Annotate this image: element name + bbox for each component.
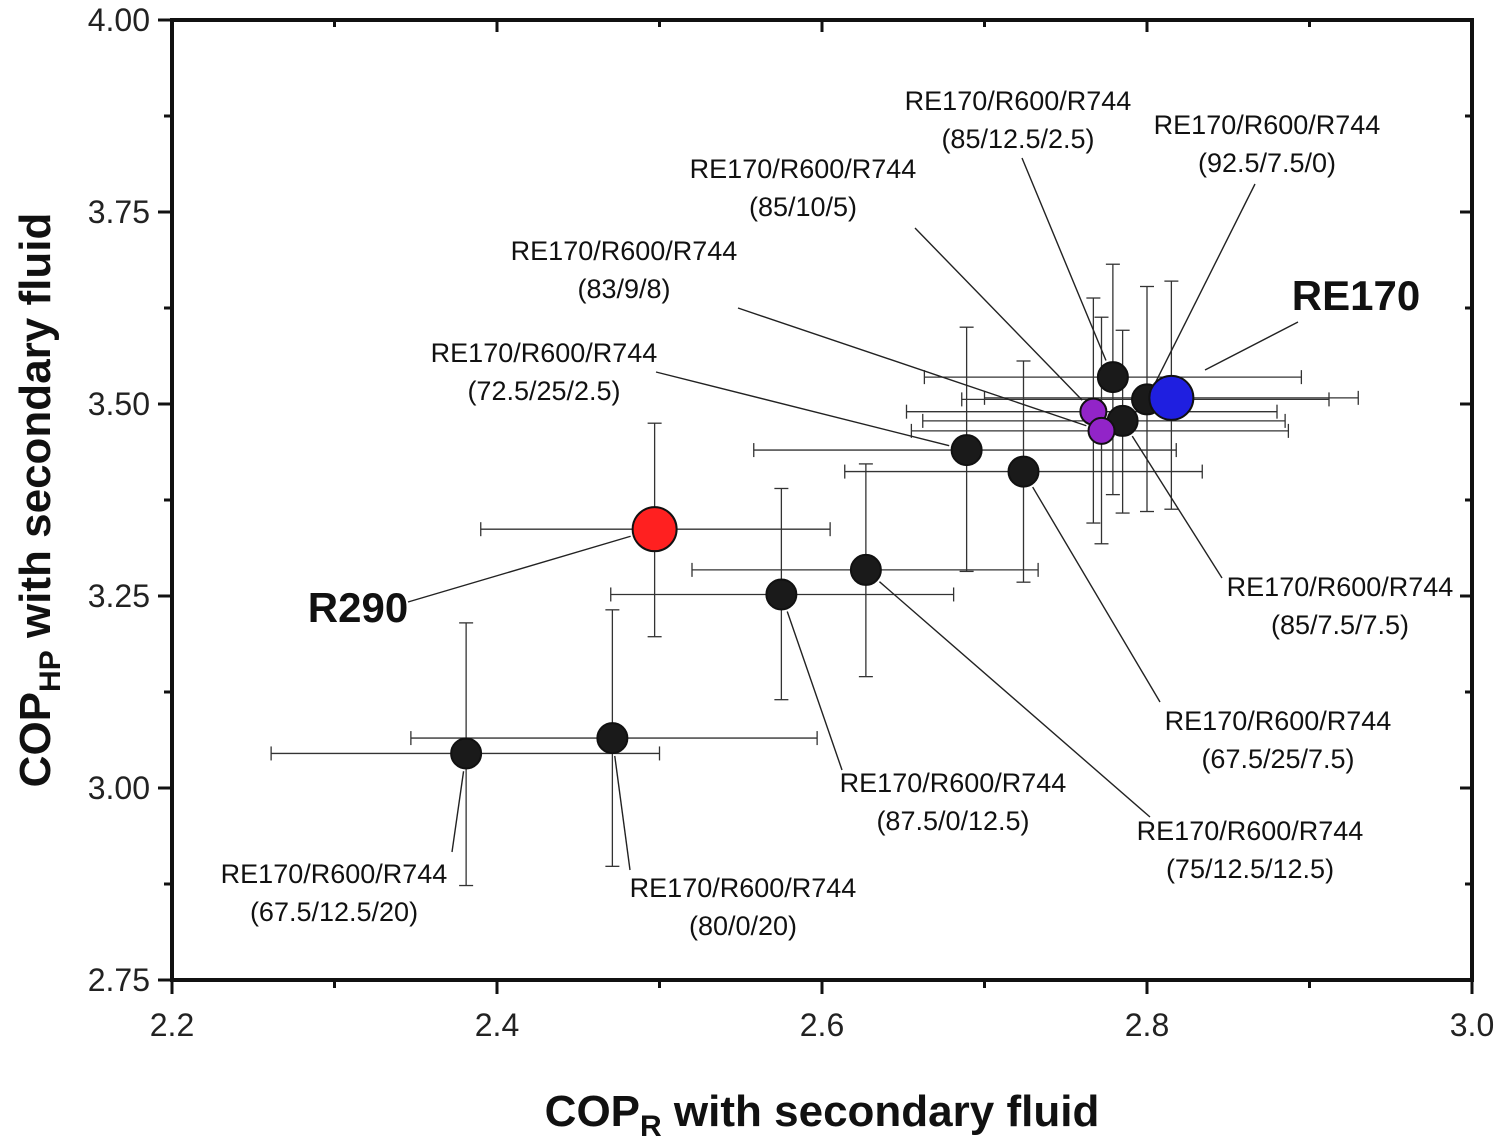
label-line: RE170/R600/R744 [690,154,917,184]
label-p-75-12-12: RE170/R600/R744 (75/12.5/12.5) [1137,816,1364,884]
label-line: (85/10/5) [749,192,857,222]
label-line: RE170/R600/R744 [1165,706,1392,736]
leader-p-80-0-20 [614,755,631,871]
label-p-83-9-8: RE170/R600/R744 (83/9/8) [511,236,738,304]
label-p-85-12-2: RE170/R600/R744 (85/12.5/2.5) [905,86,1132,154]
x-axis-title-main: COP [545,1087,640,1136]
leader-p-92-7-0 [1154,183,1256,384]
label-line: RE170/R600/R744 [431,338,658,368]
leader-p-83-9-8 [737,307,1087,427]
point-p-80-0-20 [596,722,629,755]
label-line: R290 [308,584,408,631]
point-re170 [1148,374,1195,421]
x-tick-label: 3.0 [1450,1007,1494,1043]
label-line: RE170/R600/R744 [511,236,738,266]
y-tick-label: 3.50 [88,386,150,422]
label-line: (92.5/7.5/0) [1198,148,1336,178]
label-line: (80/0/20) [689,911,797,941]
data-points [450,361,1195,770]
leader-p-67-12-20 [451,771,465,853]
label-p-92-7-0: RE170/R600/R744 (92.5/7.5/0) [1154,110,1381,178]
point-p-67-12-20 [450,737,483,770]
point-p-85-12-2 [1096,361,1129,394]
label-line: RE170/R600/R744 [840,768,1067,798]
label-p-85-7-7: RE170/R600/R744 (85/7.5/7.5) [1227,572,1454,640]
leader-r290 [407,535,631,603]
point-p-72-25-2 [950,434,983,467]
y-tick-label: 3.75 [88,194,150,230]
leader-p-75-12-12 [878,581,1151,818]
leader-re170 [1204,321,1299,371]
label-line: RE170/R600/R744 [1227,572,1454,602]
label-r290: R290 [308,584,408,631]
label-line: (75/12.5/12.5) [1166,854,1334,884]
label-line: RE170/R600/R744 [630,873,857,903]
y-tick-label: 2.75 [88,962,150,998]
y-axis-title-main: COP [11,692,60,787]
axes: 2.2 2.4 2.6 2.8 3.0 2.75 3.00 3.25 3.50 3.75 4.00 [88,2,1495,1043]
label-line: (85/12.5/2.5) [941,124,1094,154]
y-tick-label: 4.00 [88,2,150,38]
leader-p-85-10-5 [914,227,1083,401]
label-p-72-25-2: RE170/R600/R744 (72.5/25/2.5) [431,338,658,406]
label-p-67-25-7: RE170/R600/R744 (67.5/25/7.5) [1165,706,1392,774]
label-p-80-0-20: RE170/R600/R744 (80/0/20) [630,873,857,941]
point-p-87-0-12 [765,578,798,611]
point-p-67-25-7 [1007,455,1040,488]
label-line: RE170/R600/R744 [1154,110,1381,140]
leader-p-85-12-2 [1021,157,1107,361]
label-p-85-10-5: RE170/R600/R744 (85/10/5) [690,154,917,222]
label-line: (85/7.5/7.5) [1271,610,1409,640]
x-tick-label: 2.2 [150,1007,194,1043]
label-line: (67.5/12.5/20) [250,897,418,927]
label-p-67-12-20: RE170/R600/R744 (67.5/12.5/20) [221,859,448,927]
label-line: RE170/R600/R744 [221,859,448,889]
leader-p-85-7-7 [1131,435,1223,579]
label-line: (67.5/25/7.5) [1201,744,1354,774]
annotation-leader-lines [407,157,1299,871]
leader-p-87-0-12 [786,611,843,771]
x-tick-label: 2.4 [475,1007,519,1043]
point-r290 [631,506,678,553]
label-line: (72.5/25/2.5) [467,376,620,406]
x-tick-label: 2.8 [1125,1007,1169,1043]
y-axis-title: COPHP with secondary fluid [11,213,67,788]
x-axis-title-sub: R [640,1110,662,1143]
label-line: RE170 [1292,272,1420,319]
leader-p-72-25-2 [655,371,950,447]
y-axis-title-rest: with secondary fluid [11,213,60,651]
point-p-75-12-12 [849,553,882,586]
label-line: RE170/R600/R744 [1137,816,1364,846]
axis-titles: COPR with secondary fluid COPHP with sec… [11,213,1099,1143]
y-axis-title-sub: HP [34,650,67,692]
label-re170: RE170 [1292,272,1420,319]
point-p-83-9-8 [1087,416,1116,445]
y-tick-label: 3.00 [88,770,150,806]
label-line: (83/9/8) [577,274,670,304]
x-axis-title-rest: with secondary fluid [662,1087,1100,1136]
x-axis-title: COPR with secondary fluid [545,1087,1100,1143]
x-tick-label: 2.6 [800,1007,844,1043]
label-line: (87.5/0/12.5) [876,806,1029,836]
label-line: RE170/R600/R744 [905,86,1132,116]
label-p-87-0-12: RE170/R600/R744 (87.5/0/12.5) [840,768,1067,836]
y-tick-label: 3.25 [88,578,150,614]
leader-p-67-25-7 [1032,486,1161,703]
